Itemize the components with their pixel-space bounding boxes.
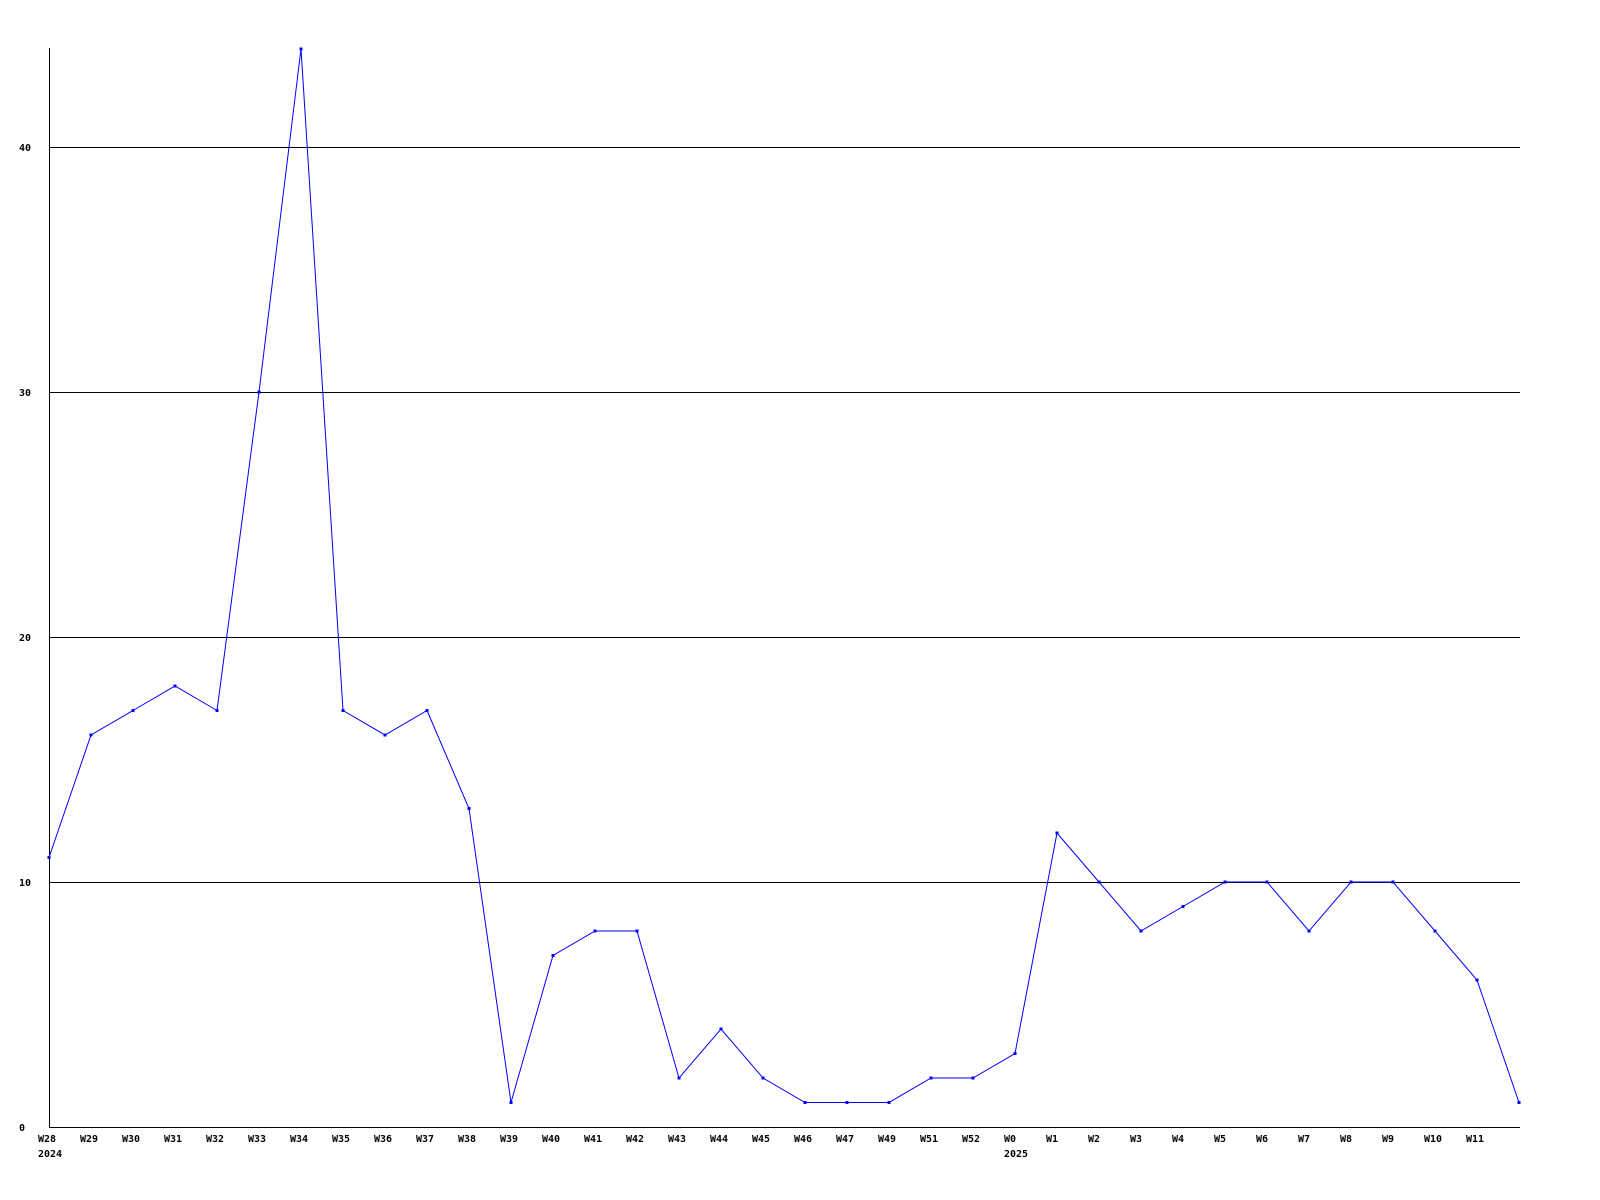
year-label: 2025	[1004, 1149, 1028, 1160]
x-tick-label: W34	[290, 1134, 308, 1145]
x-tick-label: W44	[710, 1134, 728, 1145]
series-line	[48, 48, 1520, 1103]
data-point	[887, 1101, 891, 1104]
data-point	[1139, 929, 1143, 933]
x-tick-label: W3	[1130, 1134, 1142, 1145]
x-tick-label: W33	[248, 1134, 266, 1145]
data-point	[1475, 978, 1479, 982]
data-point	[1097, 880, 1101, 884]
data-point	[719, 1027, 723, 1031]
x-tick-label: W38	[458, 1134, 476, 1145]
data-point	[173, 684, 177, 688]
y-tick-label: 0	[19, 1123, 25, 1134]
data-point	[425, 709, 429, 712]
x-tick-label: W41	[584, 1134, 602, 1145]
data-point	[551, 954, 555, 957]
data-point	[1055, 831, 1059, 835]
y-tick-label: 40	[19, 143, 31, 154]
x-tick-label: W46	[794, 1134, 812, 1145]
data-point	[383, 733, 387, 737]
data-point	[467, 807, 471, 810]
data-point	[341, 709, 345, 712]
y-axis-ticks: 0 10 20 30 40	[19, 143, 31, 1134]
data-point	[761, 1076, 765, 1080]
series	[47, 47, 1521, 1104]
data-point	[89, 733, 93, 737]
x-tick-label: W43	[668, 1134, 686, 1145]
x-tick-label: W47	[836, 1134, 854, 1145]
x-tick-label: W30	[122, 1134, 140, 1145]
gridlines	[49, 147, 1520, 883]
x-tick-label: W6	[1256, 1134, 1268, 1145]
data-point	[677, 1076, 681, 1080]
data-point	[971, 1076, 975, 1080]
x-tick-label: W36	[374, 1134, 392, 1145]
data-point	[593, 929, 597, 933]
data-point	[257, 390, 261, 394]
data-point	[1181, 905, 1185, 908]
x-tick-label: W52	[962, 1134, 980, 1145]
x-tick-label: W42	[626, 1134, 644, 1145]
data-point	[299, 47, 303, 51]
x-tick-label: W7	[1298, 1134, 1310, 1145]
x-tick-label: W1	[1046, 1134, 1058, 1145]
data-point	[509, 1101, 513, 1104]
x-axis-ticks: W28 W29 W30 W31 W32 W33 W34 W35 W36 W37 W38 W39 W40 W…	[38, 1134, 1484, 1160]
x-tick-label: W29	[80, 1134, 98, 1145]
data-point	[1391, 880, 1395, 884]
x-tick-label: W35	[332, 1134, 350, 1145]
data-point	[1265, 880, 1269, 884]
x-tick-label: W31	[164, 1134, 182, 1145]
data-point	[845, 1101, 849, 1104]
x-tick-label: W9	[1382, 1134, 1394, 1145]
data-point	[215, 709, 219, 712]
data-point	[1349, 880, 1353, 884]
y-tick-label: 10	[19, 878, 31, 889]
x-tick-label: W37	[416, 1134, 434, 1145]
data-point	[131, 709, 135, 712]
x-tick-label: W4	[1172, 1134, 1184, 1145]
x-tick-label: W2	[1088, 1134, 1100, 1145]
y-tick-label: 20	[19, 633, 31, 644]
y-tick-label: 30	[19, 388, 31, 399]
data-point	[1307, 929, 1311, 933]
data-point	[1517, 1101, 1521, 1104]
data-point	[803, 1101, 807, 1104]
year-label: 2024	[38, 1149, 62, 1160]
data-point	[929, 1076, 933, 1080]
x-tick-label: W39	[500, 1134, 518, 1145]
x-tick-label: W10	[1424, 1134, 1442, 1145]
x-tick-label: W45	[752, 1134, 770, 1145]
x-tick-label: W40	[542, 1134, 560, 1145]
x-tick-label: W49	[878, 1134, 896, 1145]
data-point	[1013, 1052, 1017, 1055]
data-point	[47, 856, 51, 859]
x-tick-label: W28	[38, 1134, 56, 1145]
x-tick-label: W51	[920, 1134, 938, 1145]
x-tick-label: W8	[1340, 1134, 1352, 1145]
data-point	[635, 929, 639, 933]
x-tick-label: W0	[1004, 1134, 1016, 1145]
x-tick-label: W11	[1466, 1134, 1484, 1145]
x-tick-label: W32	[206, 1134, 224, 1145]
x-tick-label: W5	[1214, 1134, 1226, 1145]
data-point	[1433, 929, 1437, 933]
data-point	[1223, 880, 1227, 884]
